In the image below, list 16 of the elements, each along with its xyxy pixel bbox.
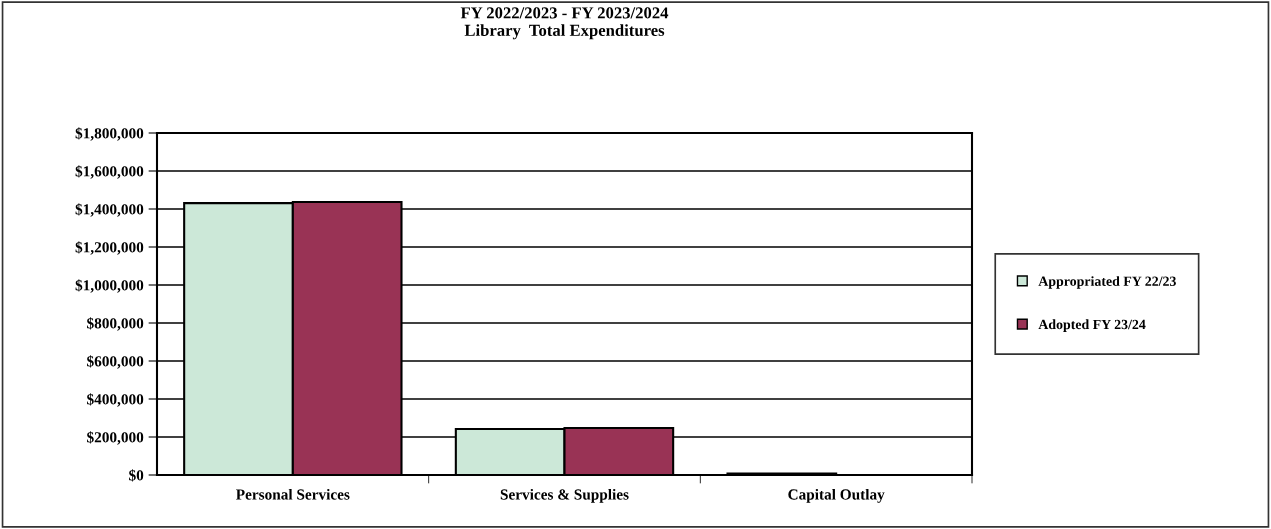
x-tick-label: Personal Services	[236, 488, 350, 500]
x-tick-label: Capital Outlay	[788, 488, 885, 503]
y-tick-label: $1,400,000	[75, 203, 144, 217]
y-tick-label: $0	[129, 469, 144, 482]
y-tick-label: $200,000	[87, 431, 144, 445]
x-tick-label: Services & Supplies	[500, 488, 629, 503]
legend-label: Adopted FY 23/24	[1038, 319, 1146, 332]
y-tick-label: $400,000	[87, 393, 144, 407]
legend-label: Appropriated FY 22/23	[1038, 276, 1176, 289]
y-tick-label: $600,000	[87, 355, 144, 369]
y-tick-label: $1,200,000	[75, 241, 144, 255]
chart-title: FY 2022/2023 - FY 2023/2024 Library Total Expenditures	[460, 7, 669, 40]
y-tick-label: $1,800,000	[75, 127, 144, 141]
y-tick-label: $1,600,000	[75, 165, 144, 179]
y-tick-label: $800,000	[87, 317, 144, 331]
y-tick-label: $1,000,000	[75, 279, 144, 293]
